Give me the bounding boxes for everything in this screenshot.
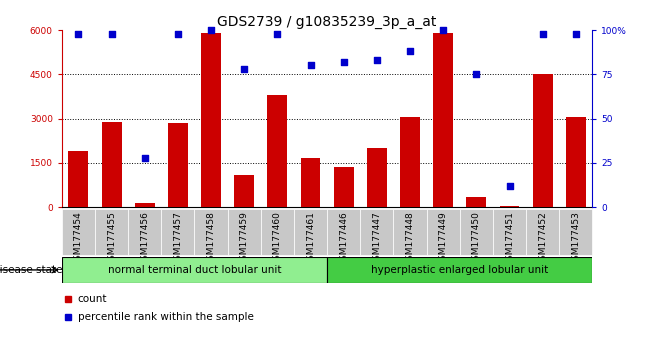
Point	[571, 31, 581, 36]
Text: hyperplastic enlarged lobular unit: hyperplastic enlarged lobular unit	[371, 265, 548, 275]
Text: GSM177446: GSM177446	[339, 211, 348, 266]
Bar	[135, 202, 155, 207]
Bar	[426, 209, 460, 255]
Bar	[168, 123, 188, 207]
Text: GSM177459: GSM177459	[240, 211, 249, 266]
Bar	[95, 209, 128, 255]
Text: GSM177458: GSM177458	[206, 211, 215, 266]
Bar	[294, 209, 327, 255]
Bar	[102, 121, 122, 207]
Bar	[526, 209, 559, 255]
Bar	[460, 209, 493, 255]
Point	[239, 66, 249, 72]
Text: GSM177453: GSM177453	[572, 211, 580, 266]
Bar	[533, 74, 553, 207]
Point	[73, 31, 83, 36]
Text: percentile rank within the sample: percentile rank within the sample	[77, 312, 254, 322]
Text: GSM177457: GSM177457	[173, 211, 182, 266]
Bar	[327, 257, 592, 283]
Point	[538, 31, 548, 36]
Bar	[393, 209, 426, 255]
Bar	[566, 117, 586, 207]
Bar	[466, 197, 486, 207]
Bar	[128, 209, 161, 255]
Bar	[499, 206, 519, 207]
Text: normal terminal duct lobular unit: normal terminal duct lobular unit	[107, 265, 281, 275]
Point	[305, 63, 316, 68]
Bar	[367, 148, 387, 207]
Bar	[201, 33, 221, 207]
Text: GSM177451: GSM177451	[505, 211, 514, 266]
Bar	[493, 209, 526, 255]
Point	[272, 31, 283, 36]
Bar	[195, 209, 228, 255]
Text: GSM177461: GSM177461	[306, 211, 315, 266]
Text: GSM177454: GSM177454	[74, 211, 83, 266]
Point	[106, 31, 117, 36]
Text: GSM177447: GSM177447	[372, 211, 381, 266]
Point	[339, 59, 349, 65]
Text: GSM177452: GSM177452	[538, 211, 547, 266]
Text: GSM177460: GSM177460	[273, 211, 282, 266]
Title: GDS2739 / g10835239_3p_a_at: GDS2739 / g10835239_3p_a_at	[217, 15, 437, 29]
Point	[139, 155, 150, 160]
Text: disease state: disease state	[0, 265, 62, 275]
Text: GSM177448: GSM177448	[406, 211, 415, 266]
Bar	[261, 209, 294, 255]
Text: GSM177449: GSM177449	[439, 211, 448, 266]
Bar	[400, 117, 420, 207]
Bar	[334, 167, 353, 207]
Text: GSM177456: GSM177456	[140, 211, 149, 266]
Point	[505, 183, 515, 189]
Text: GSM177455: GSM177455	[107, 211, 116, 266]
Point	[405, 48, 415, 54]
Bar	[62, 209, 95, 255]
Bar	[360, 209, 393, 255]
Point	[438, 27, 449, 33]
Bar	[234, 175, 254, 207]
Bar	[68, 151, 89, 207]
Bar	[161, 209, 195, 255]
Text: count: count	[77, 293, 107, 304]
Point	[471, 72, 482, 77]
Bar	[327, 209, 360, 255]
Bar	[301, 159, 320, 207]
Bar	[559, 209, 592, 255]
Point	[206, 27, 216, 33]
Bar	[228, 209, 261, 255]
Bar	[268, 95, 287, 207]
Point	[173, 31, 183, 36]
Bar	[433, 33, 453, 207]
Bar	[62, 257, 327, 283]
Text: GSM177450: GSM177450	[472, 211, 481, 266]
Point	[372, 57, 382, 63]
